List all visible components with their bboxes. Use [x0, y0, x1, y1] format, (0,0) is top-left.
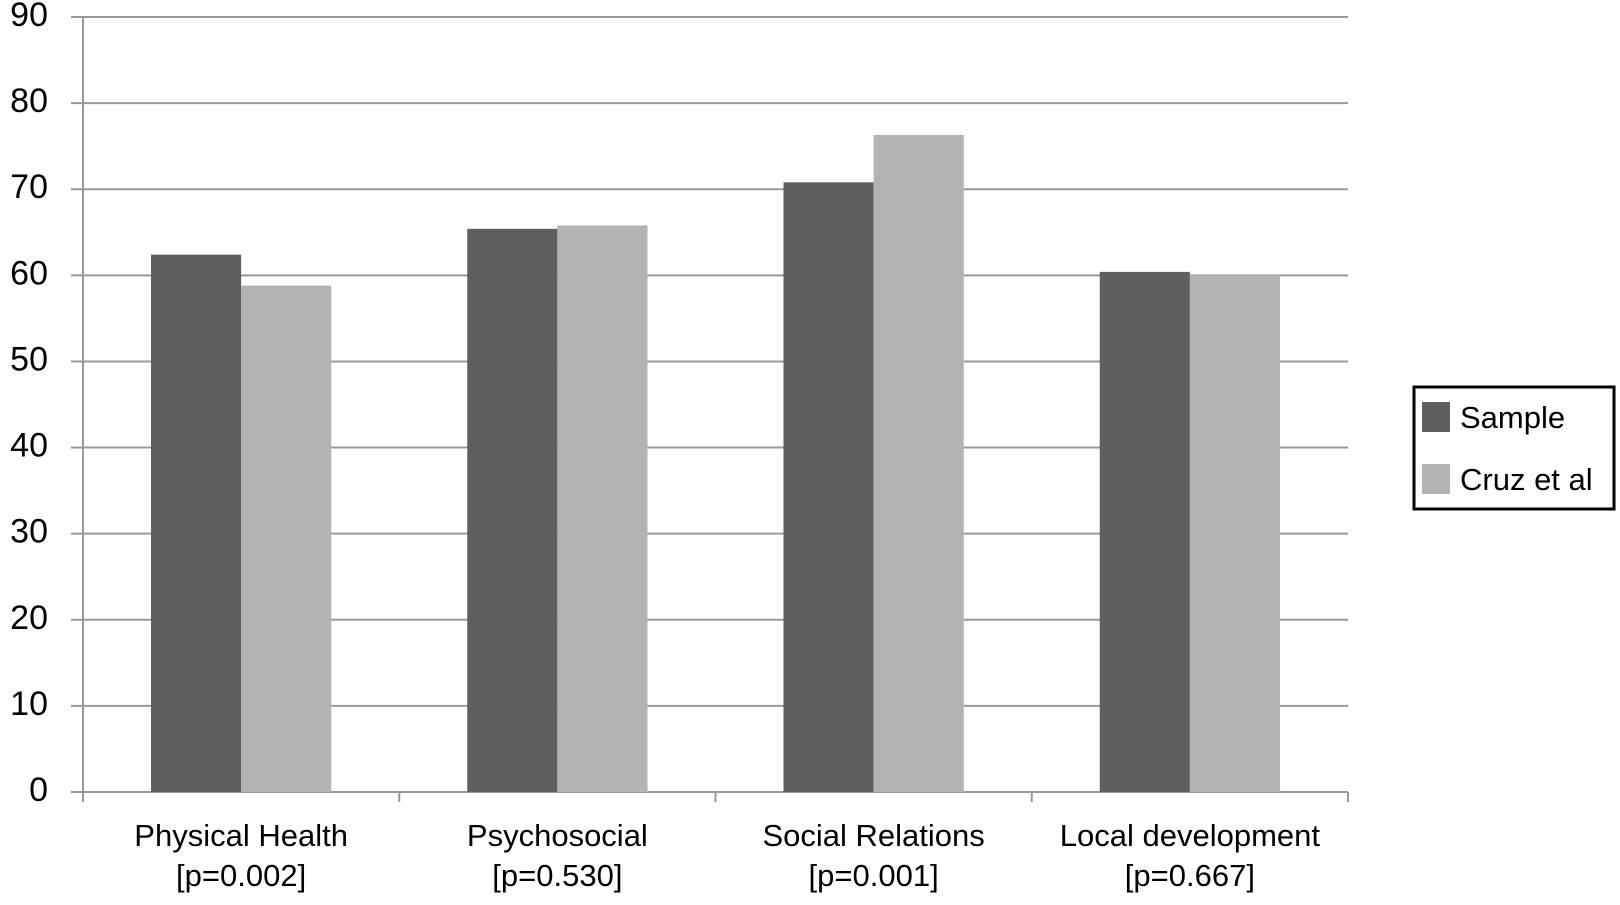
y-tick-label: 30: [10, 513, 48, 551]
y-tick-label: 40: [10, 427, 48, 465]
bar: [467, 228, 558, 793]
bar: [783, 182, 874, 793]
x-tick-label: [p=0.002]: [176, 858, 306, 893]
bar: [1099, 271, 1190, 792]
x-tick-label: [p=0.001]: [809, 858, 939, 893]
legend-swatch: [1422, 464, 1450, 494]
x-tick-label: [p=0.530]: [492, 858, 622, 893]
y-tick-label: 80: [10, 82, 48, 120]
legend-label: Sample: [1460, 400, 1565, 435]
legend-swatch: [1422, 402, 1450, 432]
y-tick-label: 90: [10, 0, 48, 34]
bar: [873, 134, 964, 792]
bar: [557, 225, 648, 792]
x-tick-label: Local development: [1060, 818, 1321, 853]
bar: [241, 285, 332, 792]
y-tick-label: 60: [10, 254, 48, 292]
bar: [150, 254, 242, 792]
y-tick-label: 0: [29, 771, 48, 809]
legend-label: Cruz et al: [1460, 462, 1593, 497]
y-tick-label: 50: [10, 340, 48, 378]
x-tick-label: Social Relations: [762, 818, 984, 853]
x-tick-label: Physical Health: [134, 818, 348, 853]
y-tick-label: 10: [10, 685, 48, 723]
y-tick-label: 20: [10, 599, 48, 637]
y-tick-label: 70: [10, 168, 48, 206]
x-tick-label: [p=0.667]: [1125, 858, 1255, 893]
x-tick-label: Psychosocial: [467, 818, 648, 853]
bar: [1189, 275, 1281, 792]
